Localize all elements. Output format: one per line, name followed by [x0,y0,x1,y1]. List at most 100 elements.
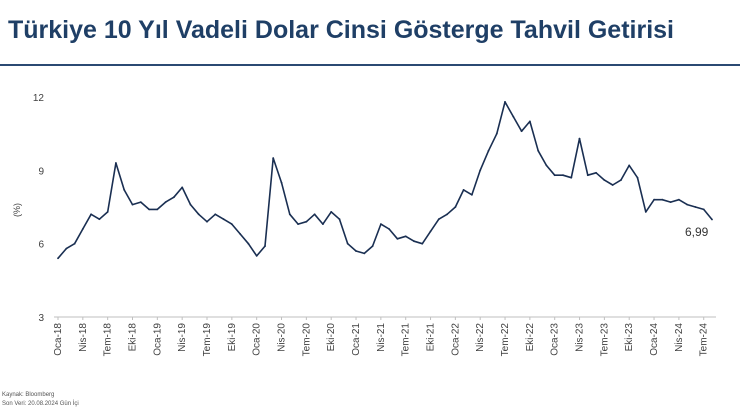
y-tick-label: 12 [33,93,45,104]
data-point [123,189,126,191]
data-point [297,223,299,226]
data-point [454,206,457,208]
x-tick-label: Tem-18 [103,323,114,357]
data-point [678,198,680,201]
data-point [131,203,134,206]
data-point [595,171,597,174]
data-point [189,203,192,206]
data-point [578,137,581,140]
data-point [90,213,92,216]
data-point [139,201,142,204]
data-point [255,255,258,257]
data-point [702,208,705,211]
data-point [520,130,523,133]
x-tick-label: Nis-24 [674,323,685,352]
data-point [429,230,432,233]
data-point [504,101,506,103]
data-point [396,237,399,240]
data-point [222,218,225,221]
data-point [181,186,184,189]
x-tick-label: Oca-18 [53,323,64,356]
data-point [413,240,415,243]
data-point [81,228,84,230]
chart-title: Türkiye 10 Yıl Vadeli Dolar Cinsi Göster… [8,16,674,44]
data-point [164,201,167,204]
data-point [611,184,614,186]
data-point [487,149,490,152]
data-point [462,189,465,191]
x-tick-label: Tem-24 [699,323,710,357]
data-point [65,247,68,250]
data-point [636,176,639,179]
source-note: Kaynak: Bloomberg Son Veri: 20.08.2024 G… [2,391,79,409]
data-point [106,211,109,213]
data-point [173,196,175,199]
data-point [371,245,374,248]
last-data-line: Son Veri: 20.08.2024 Gün İçi [2,401,79,407]
data-point [479,169,482,172]
data-point [280,181,283,184]
y-tick-label: 9 [38,166,44,177]
x-tick-label: Tem-19 [202,323,213,357]
x-tick-label: Eki-20 [326,323,337,352]
x-tick-label: Nis-20 [277,323,288,352]
series-layer [57,101,713,260]
data-point [661,198,664,201]
data-point [437,218,440,221]
data-point [545,164,548,167]
data-point [156,208,159,211]
x-tick-label: Oca-19 [152,323,163,356]
data-point [446,213,448,216]
x-tick-label: Eki-18 [128,323,139,352]
x-tick-label: Oca-20 [252,323,263,356]
data-point [388,228,390,230]
source-line: Kaynak: Bloomberg [2,392,55,398]
data-point [272,157,275,160]
data-point [98,218,101,221]
x-tick-label: Nis-22 [475,323,486,352]
data-point [570,176,573,179]
data-point [346,242,349,245]
data-point [264,245,266,248]
data-point [421,242,424,245]
data-point [603,179,606,182]
data-point [529,120,531,123]
x-axis: Oca-18 Nis-18 Tem-18 Eki-18 Oca-19 Nis-19 Tem-… [53,316,716,357]
data-point [586,174,589,177]
x-tick-label: Nis-23 [575,323,586,352]
series-line [57,101,713,259]
x-tick-label: Eki-19 [227,323,238,352]
data-point [338,218,341,221]
data-point [115,162,117,164]
x-tick-label: Eki-21 [426,323,437,352]
data-point [313,213,316,216]
x-tick-label: Oca-23 [550,323,561,356]
x-tick-label: Nis-19 [177,323,188,352]
data-point [620,179,622,182]
data-point [148,208,151,211]
data-point [471,193,473,196]
data-point [495,132,498,135]
title-underline [0,64,740,66]
x-tick-label: Eki-23 [624,323,635,352]
data-point [653,198,655,201]
data-point [288,213,291,216]
data-point [73,242,76,245]
x-tick-label: Tem-22 [500,323,511,357]
data-point [57,257,59,260]
data-point [669,201,672,204]
x-tick-label: Oca-21 [351,323,362,356]
y-tick-label: 3 [38,313,44,324]
data-point [553,174,556,177]
data-point [355,250,357,252]
data-point [628,164,631,167]
x-tick-label: Tem-20 [301,323,312,357]
data-point [322,223,324,226]
data-point [380,223,382,226]
data-point [562,174,564,177]
data-point [404,235,407,238]
x-tick-label: Nis-18 [78,323,89,352]
data-point [363,252,366,255]
y-axis-label: (%) [12,203,22,217]
data-point [239,233,242,235]
